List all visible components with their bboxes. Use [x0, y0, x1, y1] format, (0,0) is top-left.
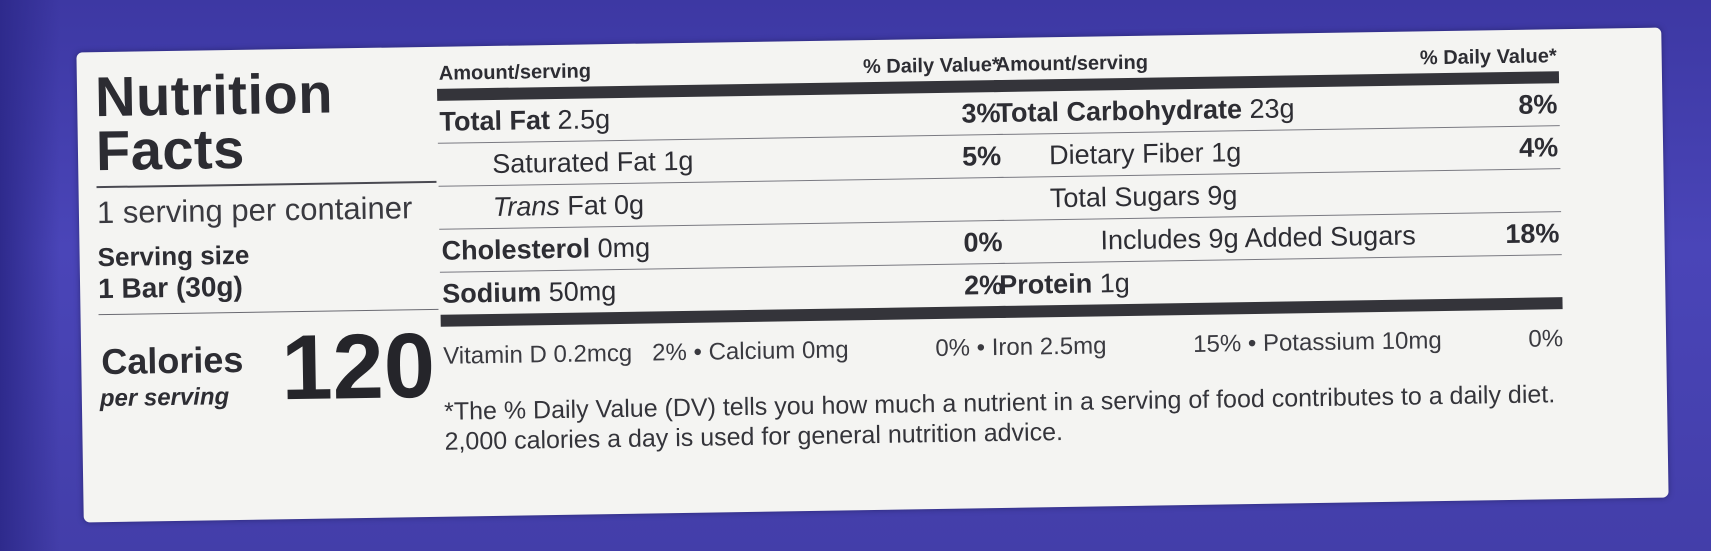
dv-header: % Daily Value*	[1419, 45, 1557, 70]
calories-sub-label: per serving	[99, 383, 230, 413]
nutrient-name: Includes 9g Added Sugars	[1100, 220, 1416, 256]
nutrient-name: Dietary Fiber	[1048, 137, 1204, 171]
divider	[96, 180, 437, 189]
package-edge-shadow	[0, 0, 60, 551]
vitamin-item: Vitamin D 0.2mcg 2% • Calcium 0mg	[443, 336, 849, 370]
nutrient-name: Cholesterol	[441, 233, 591, 266]
nutrient-amount: 1g	[1099, 267, 1130, 299]
nutrient-name: Fat	[567, 190, 607, 221]
nutrient-amount: 50mg	[548, 276, 617, 308]
nutrient-dv: 18%	[1505, 218, 1560, 250]
nutrient-amount: 1g	[1210, 137, 1242, 168]
nutrient-name: Saturated Fat	[491, 146, 657, 179]
calories-label: Calories	[100, 338, 244, 383]
calories-block: Calories per serving 120	[99, 315, 441, 425]
nutrient-name-italic: Trans	[492, 190, 561, 222]
nutrient-amount: 2.5g	[557, 104, 611, 135]
calories-value: 120	[280, 314, 436, 420]
nutrient-table-right: Amount/serving % Daily Value* Total Carb…	[993, 43, 1563, 319]
nutrient-name: Total Sugars	[1049, 180, 1201, 214]
amount-header: Amount/serving	[438, 60, 592, 85]
nutrient-amount: 0g	[613, 189, 645, 221]
vitamin-item: 15% • Potassium 10mg	[1192, 327, 1442, 358]
nutrient-amount: 0mg	[597, 232, 651, 264]
title-line-2: Facts	[95, 116, 246, 183]
servings-per-container: 1 serving per container	[96, 190, 413, 231]
daily-value-footnote: *The % Daily Value (DV) tells you how mu…	[443, 380, 1556, 456]
nutrient-name: Protein	[998, 268, 1093, 301]
nutrient-dv: 4%	[1518, 132, 1559, 163]
label-title: Nutrition Facts	[94, 61, 437, 183]
vitamin-item: 0% • Iron 2.5mg	[935, 332, 1107, 363]
serving-size-value: 1 Bar (30g)	[97, 270, 244, 305]
nutrient-amount: 9g	[1207, 180, 1238, 211]
nutrient-dv: 8%	[1518, 89, 1558, 120]
vitamins-row: Vitamin D 0.2mcg 2% • Calcium 0mg 0% • I…	[443, 323, 1563, 373]
nutrient-name: Total Fat	[439, 105, 551, 137]
nutrient-amount: 23g	[1249, 93, 1295, 125]
nutrient-name: Sodium	[442, 277, 542, 309]
divider	[98, 308, 439, 316]
dv-header: % Daily Value*	[862, 53, 1000, 79]
nutrient-row-sodium: Sodium 50mg 2%	[439, 263, 1006, 327]
label-left-panel: Nutrition Facts 1 serving per container …	[94, 61, 441, 425]
title-line-1: Nutrition	[94, 61, 334, 129]
nutrient-row-protein: Protein 1g	[996, 255, 1563, 319]
nutrient-name: Total Carbohydrate	[996, 94, 1243, 129]
nutrition-facts-label: Nutrition Facts 1 serving per container …	[76, 27, 1669, 523]
amount-header: Amount/serving	[995, 51, 1149, 77]
nutrient-amount: 1g	[663, 145, 694, 177]
vitamin-item: 0%	[1528, 325, 1564, 353]
nutrient-table-left: Amount/serving % Daily Value* Total Fat …	[436, 51, 1006, 327]
